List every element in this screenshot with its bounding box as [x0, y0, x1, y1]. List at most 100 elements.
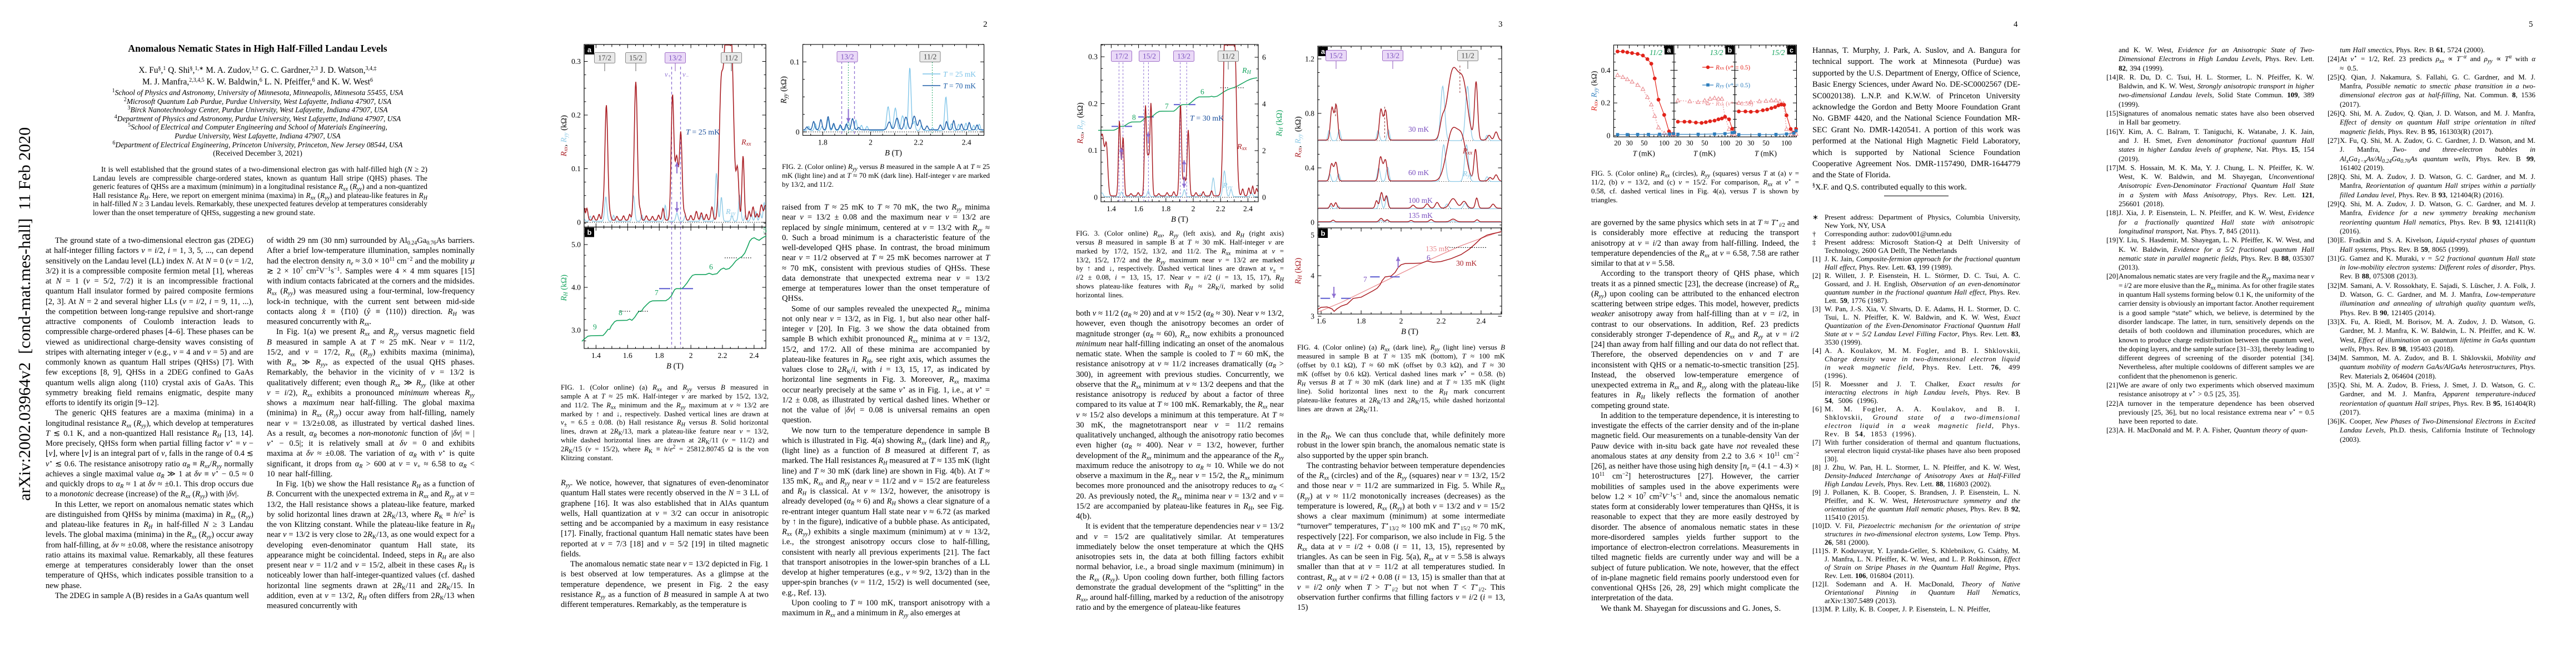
svg-text:0.4: 0.4 [1305, 164, 1314, 172]
svg-text:11/2: 11/2 [924, 53, 937, 61]
svg-text:3: 3 [1311, 312, 1314, 321]
svg-text:11/2: 11/2 [1222, 52, 1235, 61]
svg-text:20: 20 [1614, 139, 1621, 147]
svg-text:Ryy: Ryy [1222, 182, 1233, 191]
svg-text:5: 5 [1311, 231, 1314, 240]
svg-text:13/2: 13/2 [840, 53, 854, 61]
svg-text:3.0: 3.0 [571, 326, 581, 335]
svg-text:1.2: 1.2 [1305, 55, 1314, 63]
svg-text:2: 2 [1262, 147, 1266, 155]
svg-text:Rxx, Ryy (kΩ): Rxx, Ryy (kΩ) [1591, 71, 1600, 111]
svg-text:6: 6 [709, 263, 713, 271]
svg-text:4.0: 4.0 [571, 283, 581, 292]
svg-text:Rxx (ν* = 0.58): Rxx (ν* = 0.58) [1715, 101, 1753, 107]
svg-text:50: 50 [1701, 139, 1708, 147]
svg-text:T (mK): T (mK) [1693, 149, 1716, 157]
svg-text:13/2: 13/2 [1386, 52, 1399, 60]
svg-text:a: a [1321, 47, 1326, 56]
svg-text:a: a [587, 46, 592, 54]
svg-text:b: b [587, 228, 592, 237]
svg-text:2.4: 2.4 [1243, 205, 1253, 213]
svg-text:8: 8 [619, 308, 622, 317]
svg-text:2: 2 [1399, 317, 1403, 325]
svg-text:13/2: 13/2 [1710, 48, 1723, 57]
svg-text:Ryy: Ryy [725, 208, 736, 217]
svg-text:1.6: 1.6 [623, 351, 632, 360]
svg-text:B (T): B (T) [666, 362, 684, 371]
svg-text:ν−: ν− [682, 71, 689, 79]
svg-text:135 mK: 135 mK [1408, 211, 1433, 220]
svg-text:0.1: 0.1 [1088, 146, 1098, 155]
svg-text:17/2: 17/2 [1115, 52, 1128, 61]
svg-text:1.6: 1.6 [1317, 317, 1326, 325]
svg-text:15/2: 15/2 [1771, 48, 1785, 57]
svg-text:30 mK: 30 mK [1456, 259, 1477, 267]
svg-text:13/2: 13/2 [669, 54, 682, 62]
svg-text:4: 4 [1311, 272, 1314, 280]
svg-text:30: 30 [1686, 139, 1693, 147]
svg-text:Ryy (ν* = 0.5): Ryy (ν* = 0.5) [1715, 82, 1750, 89]
svg-text:T = 25 mK: T = 25 mK [686, 128, 720, 137]
svg-text:RH (kΩ): RH (kΩ) [1294, 258, 1303, 285]
svg-text:2.4: 2.4 [962, 138, 971, 147]
svg-text:7: 7 [1363, 275, 1367, 283]
svg-text:2.2: 2.2 [718, 351, 727, 360]
svg-text:Rxx, Ryy (kΩ): Rxx, Ryy (kΩ) [1294, 116, 1303, 158]
svg-text:a: a [1667, 47, 1672, 54]
svg-text:11/2: 11/2 [1461, 52, 1474, 60]
svg-text:1.8: 1.8 [1357, 317, 1366, 325]
svg-text:7: 7 [1165, 102, 1169, 110]
svg-text:2.2: 2.2 [1437, 317, 1446, 325]
svg-text:1.8: 1.8 [655, 351, 664, 360]
svg-text:20: 20 [1675, 139, 1682, 147]
svg-text:6: 6 [1262, 53, 1266, 62]
svg-text:100 mK: 100 mK [1408, 196, 1433, 205]
svg-text:17/2: 17/2 [598, 54, 611, 62]
svg-text:60 mK: 60 mK [1408, 168, 1429, 177]
svg-text:100: 100 [1781, 139, 1792, 147]
svg-text:Rxx, Ryy (kΩ): Rxx, Ryy (kΩ) [560, 115, 569, 157]
svg-text:30: 30 [1747, 139, 1755, 147]
svg-text:30: 30 [1626, 139, 1633, 147]
svg-text:B (T): B (T) [885, 149, 902, 158]
svg-text:6: 6 [1200, 87, 1204, 96]
svg-text:1.4: 1.4 [1107, 205, 1116, 213]
svg-text:T (mK): T (mK) [1633, 149, 1655, 157]
svg-text:B (T): B (T) [1401, 327, 1418, 336]
svg-text:50: 50 [1641, 139, 1648, 147]
svg-text:Rxx, Ryy (kΩ): Rxx, Ryy (kΩ) [1076, 102, 1085, 144]
svg-text:5: 5 [763, 226, 767, 234]
svg-text:13/2: 13/2 [1177, 52, 1190, 61]
svg-text:9: 9 [593, 323, 597, 331]
svg-text:0: 0 [796, 128, 800, 136]
svg-text:ν+: ν+ [665, 71, 671, 79]
svg-text:6: 6 [1427, 253, 1431, 262]
svg-text:T = 70 mK: T = 70 mK [943, 82, 976, 90]
svg-text:135 mK: 135 mK [1426, 245, 1450, 253]
svg-text:2: 2 [869, 138, 873, 147]
svg-text:Rxx (ν* = 0.5): Rxx (ν* = 0.5) [1715, 64, 1750, 71]
svg-text:0.8: 0.8 [1305, 109, 1314, 118]
svg-text:0: 0 [1607, 132, 1611, 140]
svg-text:0.1: 0.1 [790, 58, 800, 66]
svg-text:50: 50 [1762, 139, 1770, 147]
svg-text:0: 0 [577, 218, 581, 227]
svg-text:0.3: 0.3 [1088, 53, 1098, 61]
svg-text:2.4: 2.4 [1476, 317, 1486, 325]
svg-text:Ryy (kΩ): Ryy (kΩ) [780, 76, 789, 104]
svg-text:2: 2 [1192, 205, 1195, 213]
svg-text:b: b [1321, 229, 1326, 237]
svg-text:0.2: 0.2 [1601, 99, 1611, 107]
svg-text:100: 100 [1720, 139, 1730, 147]
svg-text:0.2: 0.2 [1088, 99, 1098, 108]
svg-text:Rxx: Rxx [1237, 143, 1247, 152]
svg-text:11/2: 11/2 [1650, 48, 1662, 57]
svg-text:8: 8 [1132, 113, 1136, 122]
svg-text:0.3: 0.3 [571, 57, 581, 66]
svg-text:1.4: 1.4 [591, 351, 601, 360]
svg-text:30 mK: 30 mK [1408, 125, 1429, 133]
svg-text:b: b [1728, 47, 1732, 54]
svg-text:2: 2 [689, 351, 693, 360]
svg-text:Ryy: Ryy [1462, 170, 1473, 179]
svg-text:1.8: 1.8 [1161, 205, 1170, 213]
